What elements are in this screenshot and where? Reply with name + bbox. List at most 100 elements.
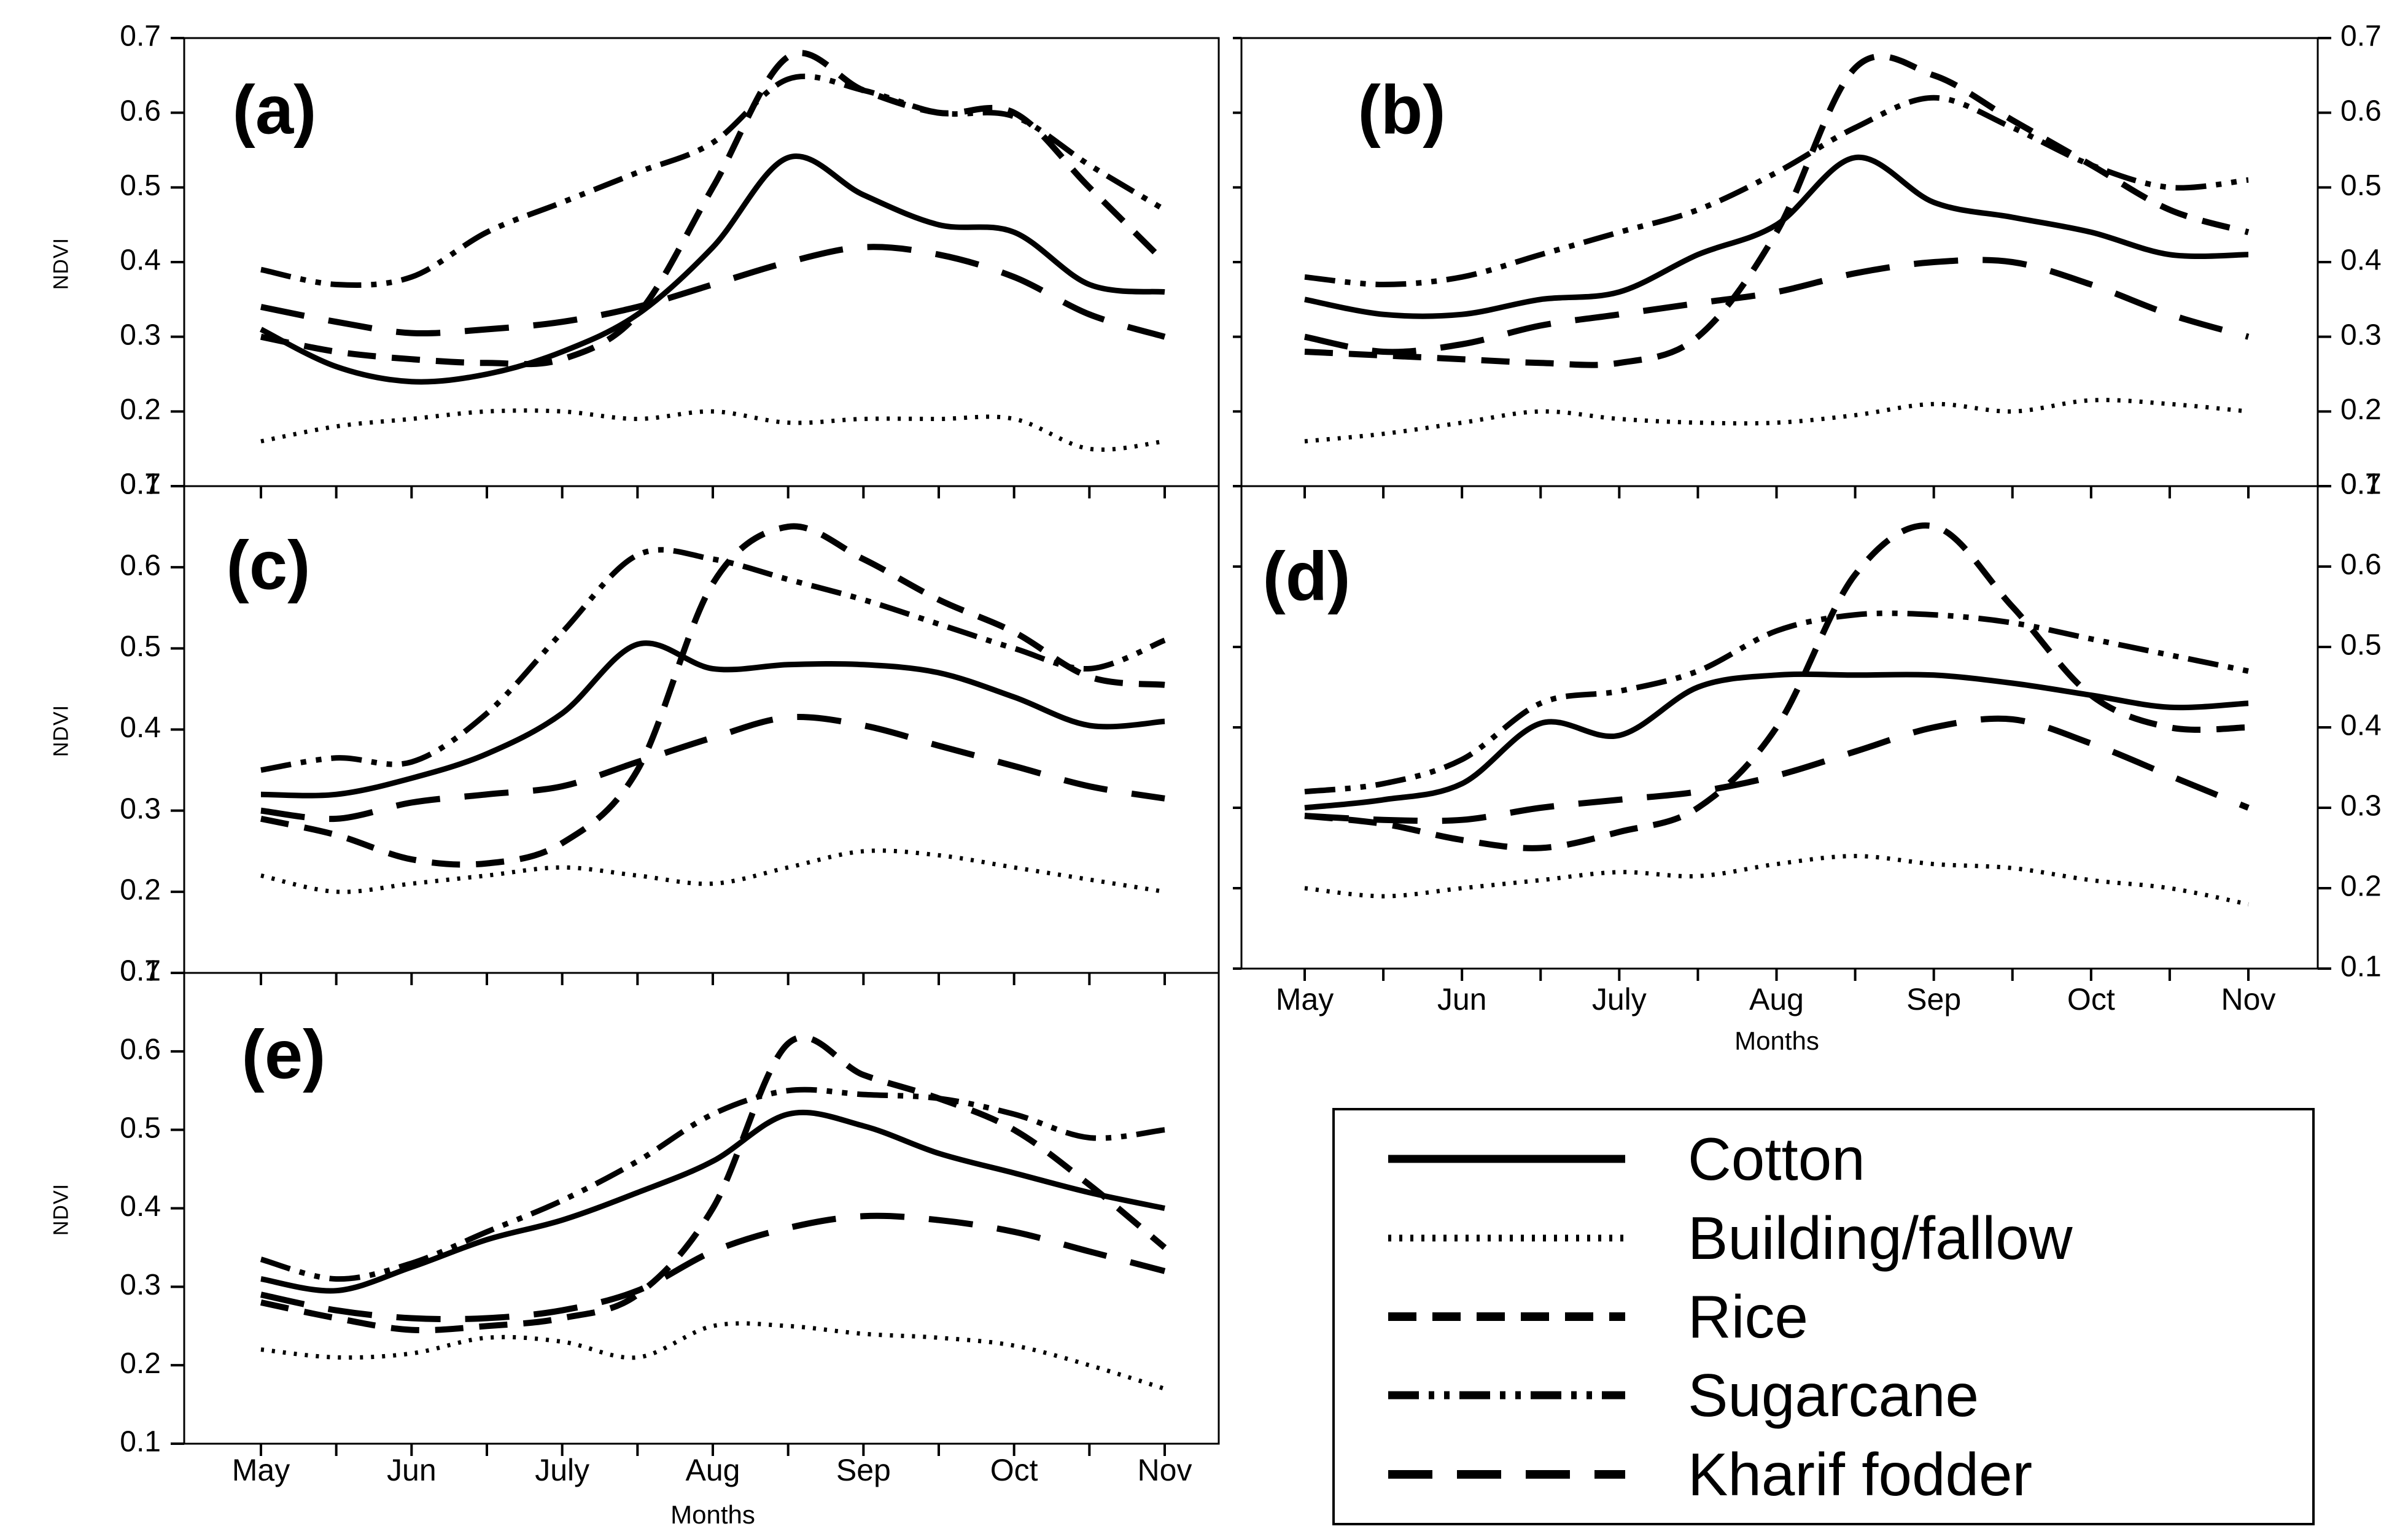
series-d-cotton <box>1304 671 2249 811</box>
legend-item-sugarcane: Sugarcane <box>1387 1365 2312 1425</box>
x-tick-label: May <box>232 1453 290 1487</box>
y-tick-label: 0.6 <box>120 95 161 127</box>
legend-item-kharif_fodder: Kharif fodder <box>1387 1444 2312 1504</box>
legend-label-cotton: Cotton <box>1688 1125 1865 1193</box>
x-tick-label: Jun <box>1437 982 1487 1016</box>
panel-e-frame <box>183 972 1220 1445</box>
x-tick-label: Oct <box>2067 982 2115 1016</box>
y-tick-label: 0.2 <box>2340 870 2382 903</box>
legend-label-rice: Rice <box>1688 1282 1809 1350</box>
legend-sample-cotton-icon <box>1388 1155 1625 1163</box>
series-a-rice <box>260 50 1167 368</box>
panel-d: 0.7 0.6 0.5 0.4 0.3 0.2 0.1 May Jun July Aug Sep Oct… <box>1233 468 2382 1016</box>
x-axis-title-panel-d: Months <box>1734 1026 1819 1055</box>
y-tick-label: 0.6 <box>2340 549 2382 581</box>
y-tick-label: 0.2 <box>2340 393 2382 426</box>
y-tick-label: 0.6 <box>2340 95 2382 127</box>
y-tick-label: 0.4 <box>120 711 161 744</box>
y-tick-label: 0.1 <box>120 1426 161 1458</box>
y-tick-label: 0.1 <box>2340 468 2382 501</box>
y-tick-label: 0.7 <box>120 955 161 988</box>
panel-c: 0.7 0.6 0.5 0.4 0.3 0.2 0.1 (c) <box>120 468 1220 988</box>
x-tick-label: July <box>1592 982 1647 1016</box>
series-b-building_fallow <box>1304 398 2249 444</box>
series-a-sugarcane <box>260 73 1167 288</box>
legend-label-sugarcane: Sugarcane <box>1688 1361 1979 1430</box>
series-a-building_fallow <box>260 408 1165 452</box>
y-tick-label: 0.1 <box>120 955 161 988</box>
y-tick-label: 0.5 <box>120 630 161 663</box>
y-tick-label: 0.5 <box>120 169 161 202</box>
series-b-cotton <box>1304 154 2249 319</box>
panel-letter-d: (d) <box>1262 538 1350 615</box>
y-tick-label: 0.7 <box>120 468 161 501</box>
y-tick-label: 0.3 <box>120 1269 161 1301</box>
legend-sample-sugarcane-icon <box>1388 1391 1625 1400</box>
series-a-cotton <box>260 153 1165 385</box>
series-c-rice <box>260 523 1165 868</box>
panel-b: 0.7 0.6 0.5 0.4 0.3 0.2 0.1 (b) <box>1233 20 2382 501</box>
y-tick-label: 0.2 <box>120 1347 161 1380</box>
legend-sample-building_fallow-icon <box>1388 1234 1625 1242</box>
series-b-sugarcane <box>1304 95 2249 288</box>
y-tick-label: 0.2 <box>120 393 161 426</box>
x-tick-label: Nov <box>1138 1453 1192 1487</box>
y-axis-title-panel-e: NDVI <box>49 1183 73 1236</box>
panel-letter-b: (b) <box>1357 72 1445 149</box>
panel-letter-e: (e) <box>242 1016 326 1093</box>
series-c-kharif_fodder <box>260 713 1165 823</box>
legend-label-building_fallow: Building/fallow <box>1688 1204 2073 1272</box>
series-e-kharif_fodder <box>260 1212 1166 1323</box>
y-tick-label: 0.7 <box>2340 20 2382 53</box>
panel-e: 0.7 0.6 0.5 0.4 0.3 0.2 0.1 May Jun July Aug Sep Oct… <box>120 955 1220 1487</box>
legend-sample-rice-icon <box>1388 1312 1625 1321</box>
series-e-sugarcane <box>260 1086 1165 1282</box>
series-c-cotton <box>260 640 1165 799</box>
panel-a: 0.7 0.6 0.5 0.4 0.3 0.2 0.1 (a) <box>120 20 1220 501</box>
y-tick-label: 0.6 <box>120 549 161 582</box>
x-tick-label: Oct <box>990 1453 1038 1487</box>
y-tick-label: 0.4 <box>2340 710 2382 742</box>
panel-letter-c: (c) <box>227 527 311 604</box>
y-tick-label: 0.3 <box>2340 319 2382 351</box>
x-axis-title-panel-e: Months <box>670 1500 755 1529</box>
y-tick-label: 0.7 <box>2340 468 2382 501</box>
series-d-building_fallow <box>1304 854 2249 907</box>
y-axis-title-panel-c: NDVI <box>49 704 73 757</box>
legend-item-cotton: Cotton <box>1387 1129 2312 1189</box>
y-tick-label: 0.4 <box>120 244 161 277</box>
y-tick-label: 0.4 <box>2340 244 2382 277</box>
series-d-kharif_fodder <box>1304 715 2250 824</box>
y-axis-title-panel-a: NDVI <box>49 237 73 290</box>
series-d-sugarcane <box>1304 610 2249 795</box>
panel-letter-a: (a) <box>233 72 317 149</box>
y-tick-label: 0.2 <box>120 874 161 907</box>
x-tick-label: Sep <box>836 1453 891 1487</box>
y-tick-label: 0.1 <box>120 468 161 501</box>
series-c-sugarcane <box>260 547 1166 773</box>
legend-item-building_fallow: Building/fallow <box>1387 1208 2312 1268</box>
series-e-rice <box>260 1034 1167 1334</box>
legend-sample-kharif_fodder-icon <box>1388 1469 1625 1479</box>
y-tick-label: 0.3 <box>120 792 161 825</box>
legend-item-rice: Rice <box>1387 1287 2312 1347</box>
legend: Cotton Building/fallow Rice Sugarcane Kharif… <box>1332 1108 2315 1525</box>
y-tick-label: 0.5 <box>2340 629 2382 662</box>
x-tick-label: May <box>1276 982 1334 1016</box>
series-b-rice <box>1304 53 2250 368</box>
x-tick-label: Aug <box>686 1453 740 1487</box>
y-tick-label: 0.3 <box>2340 790 2382 823</box>
legend-label-kharif_fodder: Kharif fodder <box>1688 1440 2033 1508</box>
y-tick-label: 0.5 <box>120 1112 161 1144</box>
x-tick-label: Jun <box>387 1453 437 1487</box>
x-tick-label: Sep <box>1906 982 1961 1016</box>
series-d-rice <box>1304 522 2249 851</box>
y-tick-label: 0.1 <box>2340 951 2382 983</box>
y-tick-label: 0.5 <box>2340 169 2382 202</box>
panel-d-frame <box>1240 485 2319 970</box>
series-e-cotton <box>260 1109 1165 1294</box>
x-tick-label: Aug <box>1749 982 1804 1016</box>
series-a-kharif_fodder <box>260 244 1166 340</box>
